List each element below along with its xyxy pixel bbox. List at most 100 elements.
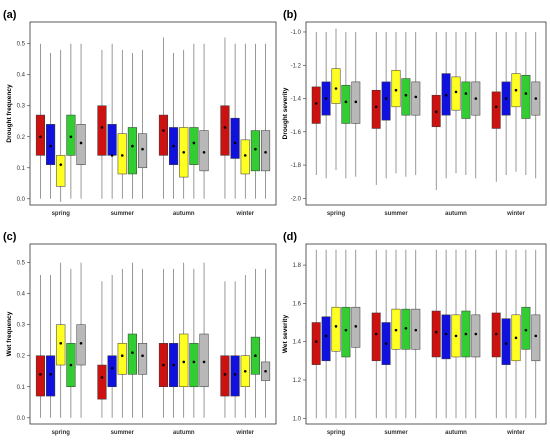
y-tick-label: -1.0 bbox=[291, 30, 302, 36]
x-tick-label: autumn bbox=[445, 211, 467, 217]
y-tick-label: 1.0 bbox=[293, 416, 302, 422]
box-mean-point bbox=[100, 376, 104, 379]
y-tick-label: -1.4 bbox=[291, 97, 302, 103]
box-mean-point bbox=[243, 369, 247, 373]
box bbox=[189, 343, 199, 388]
x-tick-label: summer bbox=[111, 430, 135, 436]
box-mean-point bbox=[374, 332, 378, 336]
box-mean-point bbox=[344, 328, 348, 332]
y-tick-label: 1.8 bbox=[293, 263, 302, 269]
box bbox=[401, 78, 411, 116]
box bbox=[391, 69, 401, 108]
box-mean-point bbox=[474, 332, 478, 336]
box-mean-point bbox=[202, 360, 206, 364]
box bbox=[341, 84, 351, 124]
box-mean-point bbox=[162, 363, 165, 367]
box-mean-point bbox=[474, 97, 478, 100]
box bbox=[331, 68, 341, 104]
y-tick-label: 0.5 bbox=[17, 261, 26, 267]
box bbox=[117, 133, 127, 175]
x-tick-label: winter bbox=[235, 211, 254, 217]
box-mean-point bbox=[494, 105, 498, 109]
box-mean-point bbox=[110, 366, 114, 370]
box-mean-point bbox=[254, 354, 257, 358]
box bbox=[501, 318, 511, 365]
box bbox=[531, 314, 541, 362]
y-axis-title: Wet severity bbox=[282, 315, 289, 354]
box-mean-point bbox=[494, 332, 498, 336]
y-tick-label: 0.4 bbox=[17, 292, 26, 298]
box-mean-point bbox=[39, 373, 42, 376]
box bbox=[56, 155, 66, 187]
box-mean-point bbox=[404, 93, 408, 97]
box-mean-point bbox=[394, 328, 398, 332]
y-axis-title: Drought severity bbox=[282, 87, 289, 139]
y-tick-label: -2.0 bbox=[291, 196, 302, 202]
box bbox=[117, 343, 127, 375]
box bbox=[521, 74, 531, 119]
box bbox=[431, 310, 441, 358]
box-mean-point bbox=[141, 354, 144, 358]
box bbox=[199, 333, 209, 388]
box-mean-point bbox=[233, 373, 237, 376]
y-tick-label: 0.0 bbox=[17, 197, 26, 203]
box-mean-point bbox=[514, 88, 518, 92]
box bbox=[127, 333, 137, 375]
y-tick-label: 0.2 bbox=[17, 354, 26, 360]
box bbox=[220, 105, 230, 156]
box-mean-point bbox=[354, 100, 358, 104]
x-tick-label: spring bbox=[327, 430, 346, 436]
box bbox=[260, 130, 271, 172]
box bbox=[220, 355, 230, 397]
box bbox=[331, 306, 341, 352]
box-mean-point bbox=[39, 135, 42, 139]
panel-label: (d) bbox=[283, 231, 297, 243]
box-mean-point bbox=[59, 163, 63, 166]
y-tick-label: 0.3 bbox=[17, 323, 26, 329]
y-tick-label: 1.2 bbox=[293, 378, 302, 384]
box-mean-point bbox=[504, 342, 508, 345]
box-mean-point bbox=[504, 97, 508, 100]
y-tick-label: 0.5 bbox=[17, 42, 26, 48]
panel-label: (a) bbox=[3, 9, 17, 21]
y-tick-label: 0.0 bbox=[17, 416, 26, 422]
box-mean-point bbox=[404, 326, 408, 330]
box-mean-point bbox=[464, 92, 468, 95]
box bbox=[179, 333, 189, 388]
box-mean-point bbox=[534, 97, 538, 100]
box bbox=[158, 114, 169, 156]
x-tick-label: winter bbox=[235, 430, 254, 436]
box-mean-point bbox=[384, 342, 388, 345]
plot-frame bbox=[29, 243, 277, 425]
box bbox=[240, 139, 250, 175]
box-mean-point bbox=[79, 342, 83, 345]
box-mean-point bbox=[110, 154, 114, 157]
box-mean-point bbox=[444, 93, 448, 97]
panel-label: (c) bbox=[3, 231, 17, 243]
box-mean-point bbox=[49, 144, 52, 148]
y-tick-label: 0.1 bbox=[17, 385, 26, 391]
box-mean-point bbox=[141, 147, 144, 151]
box bbox=[189, 127, 199, 165]
box bbox=[230, 355, 240, 397]
box-mean-point bbox=[454, 334, 458, 338]
y-tick-label: -1.8 bbox=[291, 163, 302, 169]
box-mean-point bbox=[384, 97, 388, 100]
box bbox=[127, 127, 137, 175]
box-mean-point bbox=[223, 373, 227, 376]
panel-label: (b) bbox=[283, 9, 297, 21]
box-mean-point bbox=[254, 147, 257, 151]
box bbox=[411, 81, 421, 116]
box-mean-point bbox=[454, 90, 458, 94]
y-tick-label: 1.6 bbox=[293, 301, 302, 307]
box-mean-point bbox=[344, 100, 348, 104]
box bbox=[471, 314, 481, 358]
box bbox=[250, 130, 260, 172]
box bbox=[199, 130, 209, 172]
x-tick-label: winter bbox=[506, 430, 525, 436]
box-mean-point bbox=[414, 328, 418, 332]
box-mean-point bbox=[394, 88, 398, 92]
plot-frame bbox=[305, 21, 547, 206]
box bbox=[441, 314, 451, 360]
box-mean-point bbox=[202, 150, 206, 154]
